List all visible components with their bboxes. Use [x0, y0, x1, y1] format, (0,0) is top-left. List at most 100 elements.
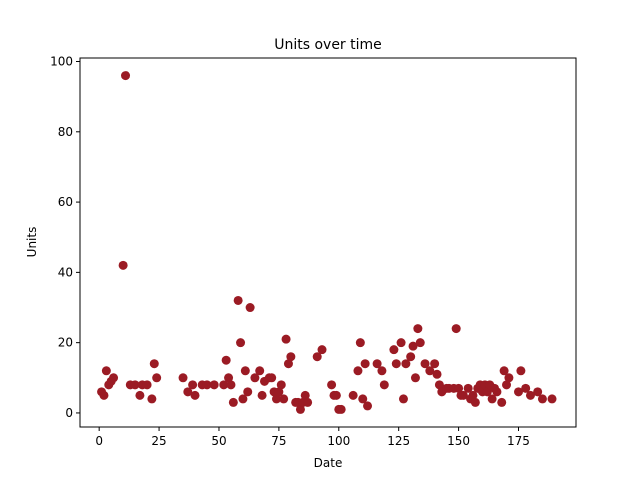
data-point	[274, 387, 284, 397]
axes: 0 25 50 75 100 125 150 175 0 20 40 60 80 100	[50, 55, 530, 448]
plot-frame	[79, 57, 577, 428]
data-point	[271, 394, 281, 404]
y-tick-label: 80	[58, 125, 73, 139]
data-point	[406, 352, 416, 362]
data-point	[312, 352, 322, 362]
data-point	[221, 355, 231, 365]
data-point	[389, 345, 399, 355]
data-point	[190, 390, 200, 400]
data-point	[236, 338, 246, 348]
chart-title: Units over time	[274, 37, 382, 53]
x-tick-label: 75	[271, 434, 286, 448]
data-point	[470, 397, 480, 407]
data-point	[408, 341, 418, 351]
data-point	[336, 404, 346, 414]
data-point	[257, 390, 267, 400]
data-point	[410, 373, 420, 383]
data-point	[238, 394, 248, 404]
data-point	[398, 394, 408, 404]
data-point	[547, 394, 557, 404]
data-point	[331, 390, 341, 400]
x-tick-label: 25	[151, 434, 166, 448]
x-tick-label: 150	[447, 434, 470, 448]
data-point	[245, 303, 255, 313]
data-point	[276, 380, 286, 390]
data-point	[379, 380, 389, 390]
x-tick-label: 100	[327, 434, 350, 448]
data-point	[504, 373, 514, 383]
data-point	[147, 394, 157, 404]
data-point	[413, 324, 423, 334]
data-point	[451, 324, 461, 334]
data-point	[454, 383, 464, 393]
data-point	[420, 359, 430, 369]
data-point	[425, 366, 435, 376]
data-point	[401, 359, 411, 369]
data-point	[353, 366, 363, 376]
data-point	[513, 387, 523, 397]
data-point	[152, 373, 162, 383]
data-point	[396, 338, 406, 348]
data-point	[118, 260, 128, 270]
y-tick-label: 100	[50, 55, 73, 69]
data-point	[149, 359, 159, 369]
data-point	[233, 295, 243, 305]
data-point	[497, 397, 507, 407]
y-axis-label: Units	[25, 227, 39, 258]
y-tick-label: 20	[58, 336, 73, 350]
data-point	[516, 366, 526, 376]
x-tick-label: 50	[211, 434, 226, 448]
data-point	[142, 380, 152, 390]
data-point	[281, 334, 291, 344]
data-point	[303, 397, 313, 407]
data-point	[482, 387, 492, 397]
data-point	[458, 390, 468, 400]
data-point	[224, 373, 234, 383]
data-point	[327, 380, 337, 390]
data-point	[317, 345, 327, 355]
data-point	[430, 359, 440, 369]
data-point	[391, 359, 401, 369]
data-point	[358, 394, 368, 404]
data-point	[521, 383, 531, 393]
data-point	[434, 380, 444, 390]
x-tick-label: 0	[95, 434, 103, 448]
data-points	[97, 71, 557, 414]
data-point	[499, 366, 509, 376]
data-point	[348, 390, 358, 400]
data-point	[300, 390, 310, 400]
data-point	[432, 369, 442, 379]
x-tick-label: 175	[507, 434, 530, 448]
data-point	[355, 338, 365, 348]
data-point	[188, 380, 198, 390]
data-point	[219, 380, 229, 390]
data-point	[525, 390, 535, 400]
data-point	[101, 366, 111, 376]
data-point	[240, 366, 250, 376]
y-tick-label: 60	[58, 195, 73, 209]
data-point	[283, 359, 293, 369]
data-point	[286, 352, 296, 362]
data-point	[209, 380, 219, 390]
y-tick-label: 0	[65, 406, 73, 420]
data-point	[178, 373, 188, 383]
data-point	[372, 359, 382, 369]
x-axis-label: Date	[314, 456, 343, 470]
data-point	[202, 380, 212, 390]
data-point	[109, 373, 119, 383]
data-point	[463, 383, 473, 393]
data-point	[135, 390, 145, 400]
data-point	[99, 390, 109, 400]
data-point	[243, 387, 253, 397]
data-point	[487, 394, 497, 404]
data-point	[130, 380, 140, 390]
data-point	[279, 394, 289, 404]
data-point	[502, 380, 512, 390]
data-point	[226, 380, 236, 390]
data-point	[255, 366, 265, 376]
x-tick-label: 125	[387, 434, 410, 448]
data-point	[377, 366, 387, 376]
data-point	[360, 359, 370, 369]
data-point	[415, 338, 425, 348]
